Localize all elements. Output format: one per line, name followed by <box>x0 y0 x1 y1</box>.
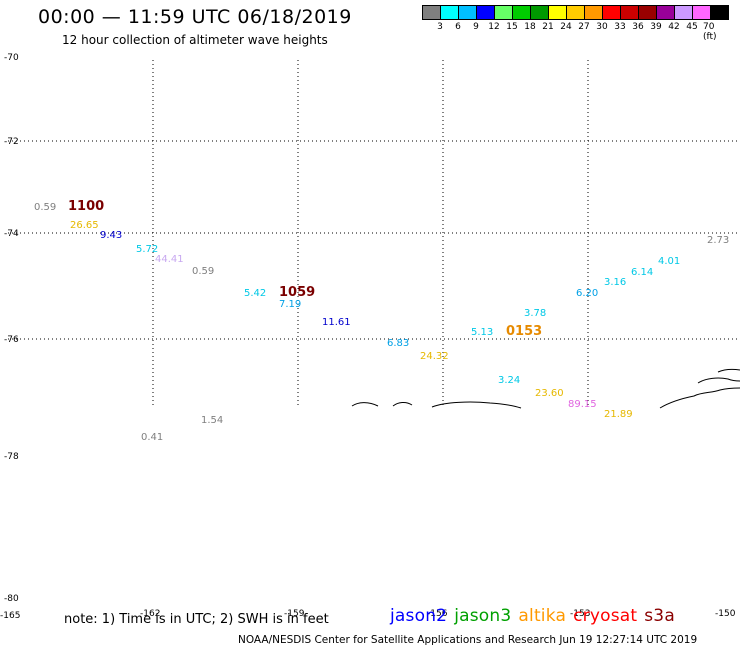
coastline-segment <box>431 401 522 409</box>
legend-label: 24 <box>560 22 572 32</box>
coastline-segment <box>717 368 740 373</box>
coastline-segment <box>351 402 379 407</box>
wave-height-label: 89.15 <box>568 399 597 410</box>
latitude-label: -80 <box>4 594 19 604</box>
latitude-label: -76 <box>4 335 19 345</box>
longitude-label: -150 <box>715 609 736 619</box>
legend-label: 42 <box>668 22 680 32</box>
latitude-label: -72 <box>4 137 19 147</box>
wave-height-label: 6.14 <box>631 267 653 278</box>
color-legend-labels: 3 6 9 12 15 18 21 24 27 30 33 36 39 42 45 70 (ft) <box>422 22 740 42</box>
latitude-label: -74 <box>4 229 19 239</box>
satellite-label-s3a: s3a <box>644 606 675 626</box>
axis-labels: -70 -72 -74 -76 -78 -80 -165 -162 -159 -156 -153 -1… <box>0 53 736 621</box>
pass-time-label: 1059 <box>279 285 315 300</box>
wave-height-label: 3.24 <box>498 375 520 386</box>
satellite-label-altika: altika <box>518 606 567 626</box>
legend-label: 30 <box>596 22 608 32</box>
legend-label: 18 <box>524 22 536 32</box>
wave-height-label: 4.01 <box>658 256 680 267</box>
satellite-legend: jason2 jason3 altika cryosat s3a <box>390 606 675 626</box>
wave-height-label: 0.41 <box>141 432 163 443</box>
wave-height-label: 0.59 <box>192 266 214 277</box>
longitude-label: -165 <box>0 611 20 621</box>
legend-label: 12 <box>488 22 500 32</box>
legend-label: 9 <box>473 22 479 32</box>
wave-height-label: 6.20 <box>576 288 598 299</box>
latitude-label: -70 <box>4 53 19 63</box>
legend-label: 36 <box>632 22 644 32</box>
legend-label: 3 <box>437 22 443 32</box>
wave-height-label: 5.13 <box>471 327 493 338</box>
wave-height-label: 11.61 <box>322 317 351 328</box>
wave-height-label: 26.65 <box>70 220 99 231</box>
legend-label: 15 <box>506 22 518 32</box>
wave-height-label: 9.43 <box>100 230 122 241</box>
wave-height-label: 5.42 <box>244 288 266 299</box>
wave-height-label: 23.60 <box>535 388 564 399</box>
note-text: note: 1) Time is in UTC; 2) SWH is in fe… <box>64 612 329 627</box>
latitude-label: -78 <box>4 452 19 462</box>
longitude-label: -162 <box>140 609 160 619</box>
credit-line: NOAA/NESDIS Center for Satellite Applica… <box>238 634 698 646</box>
color-legend <box>422 5 729 20</box>
legend-label: 33 <box>614 22 626 32</box>
pass-time-label: 0153 <box>506 324 542 339</box>
legend-label: 45 <box>686 22 698 32</box>
wave-height-label: 7.19 <box>279 299 301 310</box>
map-subtitle: 12 hour collection of altimeter wave hei… <box>62 33 328 47</box>
coastline-segment <box>392 402 413 407</box>
wave-height-label: 44.41 <box>155 254 184 265</box>
wave-height-label: 5.72 <box>136 244 158 255</box>
satellite-label-cryosat: cryosat <box>573 606 638 626</box>
wave-height-label: 21.89 <box>604 409 633 420</box>
legend-label: 6 <box>455 22 461 32</box>
legend-label: 27 <box>578 22 590 32</box>
wave-height-label: 3.78 <box>524 308 546 319</box>
satellite-label-jason3: jason3 <box>454 606 512 626</box>
map-title: 00:00 — 11:59 UTC 06/18/2019 <box>38 6 352 28</box>
lat-lon-grid <box>8 60 740 406</box>
longitude-label: -153 <box>570 609 590 619</box>
legend-label: 39 <box>650 22 662 32</box>
longitude-label: -159 <box>284 609 305 619</box>
pass-time-label: 1100 <box>68 199 104 214</box>
legend-label: 70 (ft) <box>703 22 717 42</box>
wave-height-label: 0.59 <box>34 202 56 213</box>
wave-height-label: 2.73 <box>707 235 729 246</box>
legend-swatch <box>710 5 729 20</box>
wave-height-label: 24.32 <box>420 351 449 362</box>
longitude-label: -156 <box>427 609 448 619</box>
coastline-segment <box>659 387 740 409</box>
satellite-label-jason2: jason2 <box>390 606 448 626</box>
coastline <box>351 368 740 409</box>
legend-label: 21 <box>542 22 554 32</box>
coastline-segment <box>697 377 740 384</box>
wave-height-label: 1.54 <box>201 415 223 426</box>
wave-height-label: 3.16 <box>604 277 626 288</box>
wave-height-label: 6.83 <box>387 338 409 349</box>
